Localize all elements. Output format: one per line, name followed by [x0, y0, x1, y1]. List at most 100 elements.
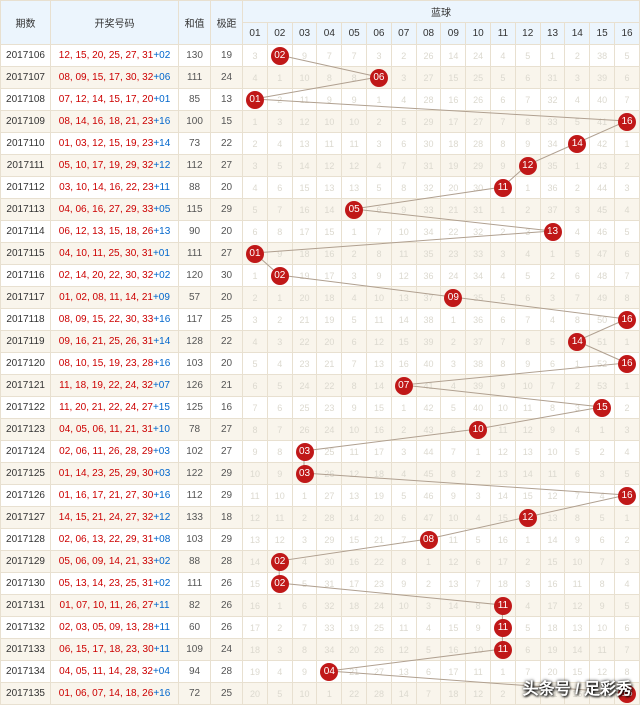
trend-cell: 8 [243, 419, 268, 441]
trend-cell: 9 [565, 529, 590, 551]
trend-cell: 9 [342, 89, 367, 111]
trend-cell: 24 [317, 419, 342, 441]
trend-cell: 4 [565, 419, 590, 441]
trend-cell: 3 [565, 397, 590, 419]
numbers-cell: 06, 15, 17, 18, 23, 30+11 [51, 639, 179, 661]
trend-cell: 2 [565, 375, 590, 397]
trend-cell: 30 [317, 551, 342, 573]
trend-cell: 9 [317, 89, 342, 111]
hit-ball: 11 [494, 597, 512, 615]
hit-ball: 12 [519, 157, 537, 175]
numbers-cell: 05, 10, 17, 19, 29, 32+12 [51, 155, 179, 177]
trend-cell: 5 [590, 507, 615, 529]
table-row: 201712905, 06, 09, 14, 21, 33+0288281402… [1, 551, 640, 573]
trend-cell: 28 [317, 507, 342, 529]
trend-cell: 6 [441, 419, 466, 441]
numbers-cell: 05, 06, 09, 14, 21, 33+02 [51, 551, 179, 573]
trend-cell: 5 [243, 353, 268, 375]
period-cell: 2017112 [1, 177, 51, 199]
trend-cell: 4 [391, 89, 416, 111]
period-cell: 2017110 [1, 133, 51, 155]
trend-cell: 1 [615, 331, 640, 353]
period-cell: 2017116 [1, 265, 51, 287]
trend-cell: 42 [416, 397, 441, 419]
trend-cell: 3 [615, 419, 640, 441]
hit-ball: 10 [469, 421, 487, 439]
trend-cell: 5 [342, 309, 367, 331]
trend-cell: 3 [565, 67, 590, 89]
trend-cell: 10 [342, 111, 367, 133]
hit-ball: 05 [345, 201, 363, 219]
trend-cell: 18 [441, 683, 466, 705]
trend-cell: 4 [267, 133, 292, 155]
trend-cell: 20 [243, 683, 268, 705]
trend-cell: 27 [367, 661, 392, 683]
trend-cell: 20 [367, 507, 392, 529]
trend-cell: 2 [267, 617, 292, 639]
trend-cell: 5 [515, 617, 540, 639]
header-blue-12: 12 [515, 23, 540, 45]
trend-cell: 16 [615, 111, 640, 133]
trend-cell: 1 [243, 265, 268, 287]
trend-cell: 2 [615, 155, 640, 177]
period-cell: 2017107 [1, 67, 51, 89]
trend-cell: 32 [317, 595, 342, 617]
trend-cell: 26 [466, 89, 491, 111]
trend-cell: 22 [317, 375, 342, 397]
period-cell: 2017113 [1, 199, 51, 221]
trend-cell: 29 [416, 111, 441, 133]
trend-cell: 2 [515, 551, 540, 573]
numbers-cell: 02, 06, 13, 22, 29, 31+08 [51, 529, 179, 551]
table-row: 201712304, 05, 06, 11, 21, 31+1078278726… [1, 419, 640, 441]
header-blue-11: 11 [491, 23, 516, 45]
table-row: 201711304, 06, 16, 27, 29, 33+0511529571… [1, 199, 640, 221]
table-row: 201711406, 12, 13, 15, 18, 26+1390206817… [1, 221, 640, 243]
table-row: 201710612, 15, 20, 25, 27, 31+0213019302… [1, 45, 640, 67]
range-cell: 25 [211, 309, 243, 331]
trend-cell: 26 [416, 45, 441, 67]
trend-cell: 27 [317, 485, 342, 507]
hit-ball: 08 [420, 531, 438, 549]
header-period: 期数 [1, 1, 51, 45]
trend-cell: 15 [540, 551, 565, 573]
trend-cell: 3 [267, 331, 292, 353]
trend-cell: 15 [342, 529, 367, 551]
trend-cell: 03 [292, 441, 317, 463]
trend-cell: 4 [491, 45, 516, 67]
range-cell: 22 [211, 331, 243, 353]
numbers-cell: 04, 05, 11, 14, 28, 32+04 [51, 661, 179, 683]
trend-cell: 10 [491, 397, 516, 419]
trend-cell: 6 [243, 221, 268, 243]
trend-cell: 13 [540, 221, 565, 243]
trend-cell: 8 [391, 551, 416, 573]
header-sum: 和值 [179, 1, 211, 45]
trend-cell: 6 [367, 199, 392, 221]
numbers-cell: 08, 09, 15, 22, 30, 33+16 [51, 309, 179, 331]
trend-cell: 4 [615, 199, 640, 221]
trend-cell: 7 [267, 199, 292, 221]
trend-cell: 11 [391, 617, 416, 639]
trend-cell: 29 [466, 155, 491, 177]
trend-cell: 37 [540, 199, 565, 221]
sum-cell: 103 [179, 529, 211, 551]
trend-cell: 1 [615, 507, 640, 529]
trend-cell: 32 [466, 221, 491, 243]
trend-cell: 25 [317, 441, 342, 463]
table-row: 201711504, 10, 11, 25, 30, 31+0111127019… [1, 243, 640, 265]
trend-cell: 20 [342, 639, 367, 661]
sum-cell: 122 [179, 463, 211, 485]
header-blue-06: 06 [367, 23, 392, 45]
trend-cell: 25 [466, 67, 491, 89]
sum-cell: 120 [179, 265, 211, 287]
trend-cell: 45 [416, 463, 441, 485]
trend-cell: 6 [491, 309, 516, 331]
trend-cell: 44 [590, 177, 615, 199]
trend-cell: 17 [367, 441, 392, 463]
trend-cell: 9 [515, 133, 540, 155]
table-body: 201710612, 15, 20, 25, 27, 31+0213019302… [1, 45, 640, 705]
trend-cell: 8 [491, 133, 516, 155]
trend-cell: 27 [466, 111, 491, 133]
trend-cell: 8 [342, 67, 367, 89]
trend-cell: 26 [292, 419, 317, 441]
trend-cell: 19 [367, 485, 392, 507]
